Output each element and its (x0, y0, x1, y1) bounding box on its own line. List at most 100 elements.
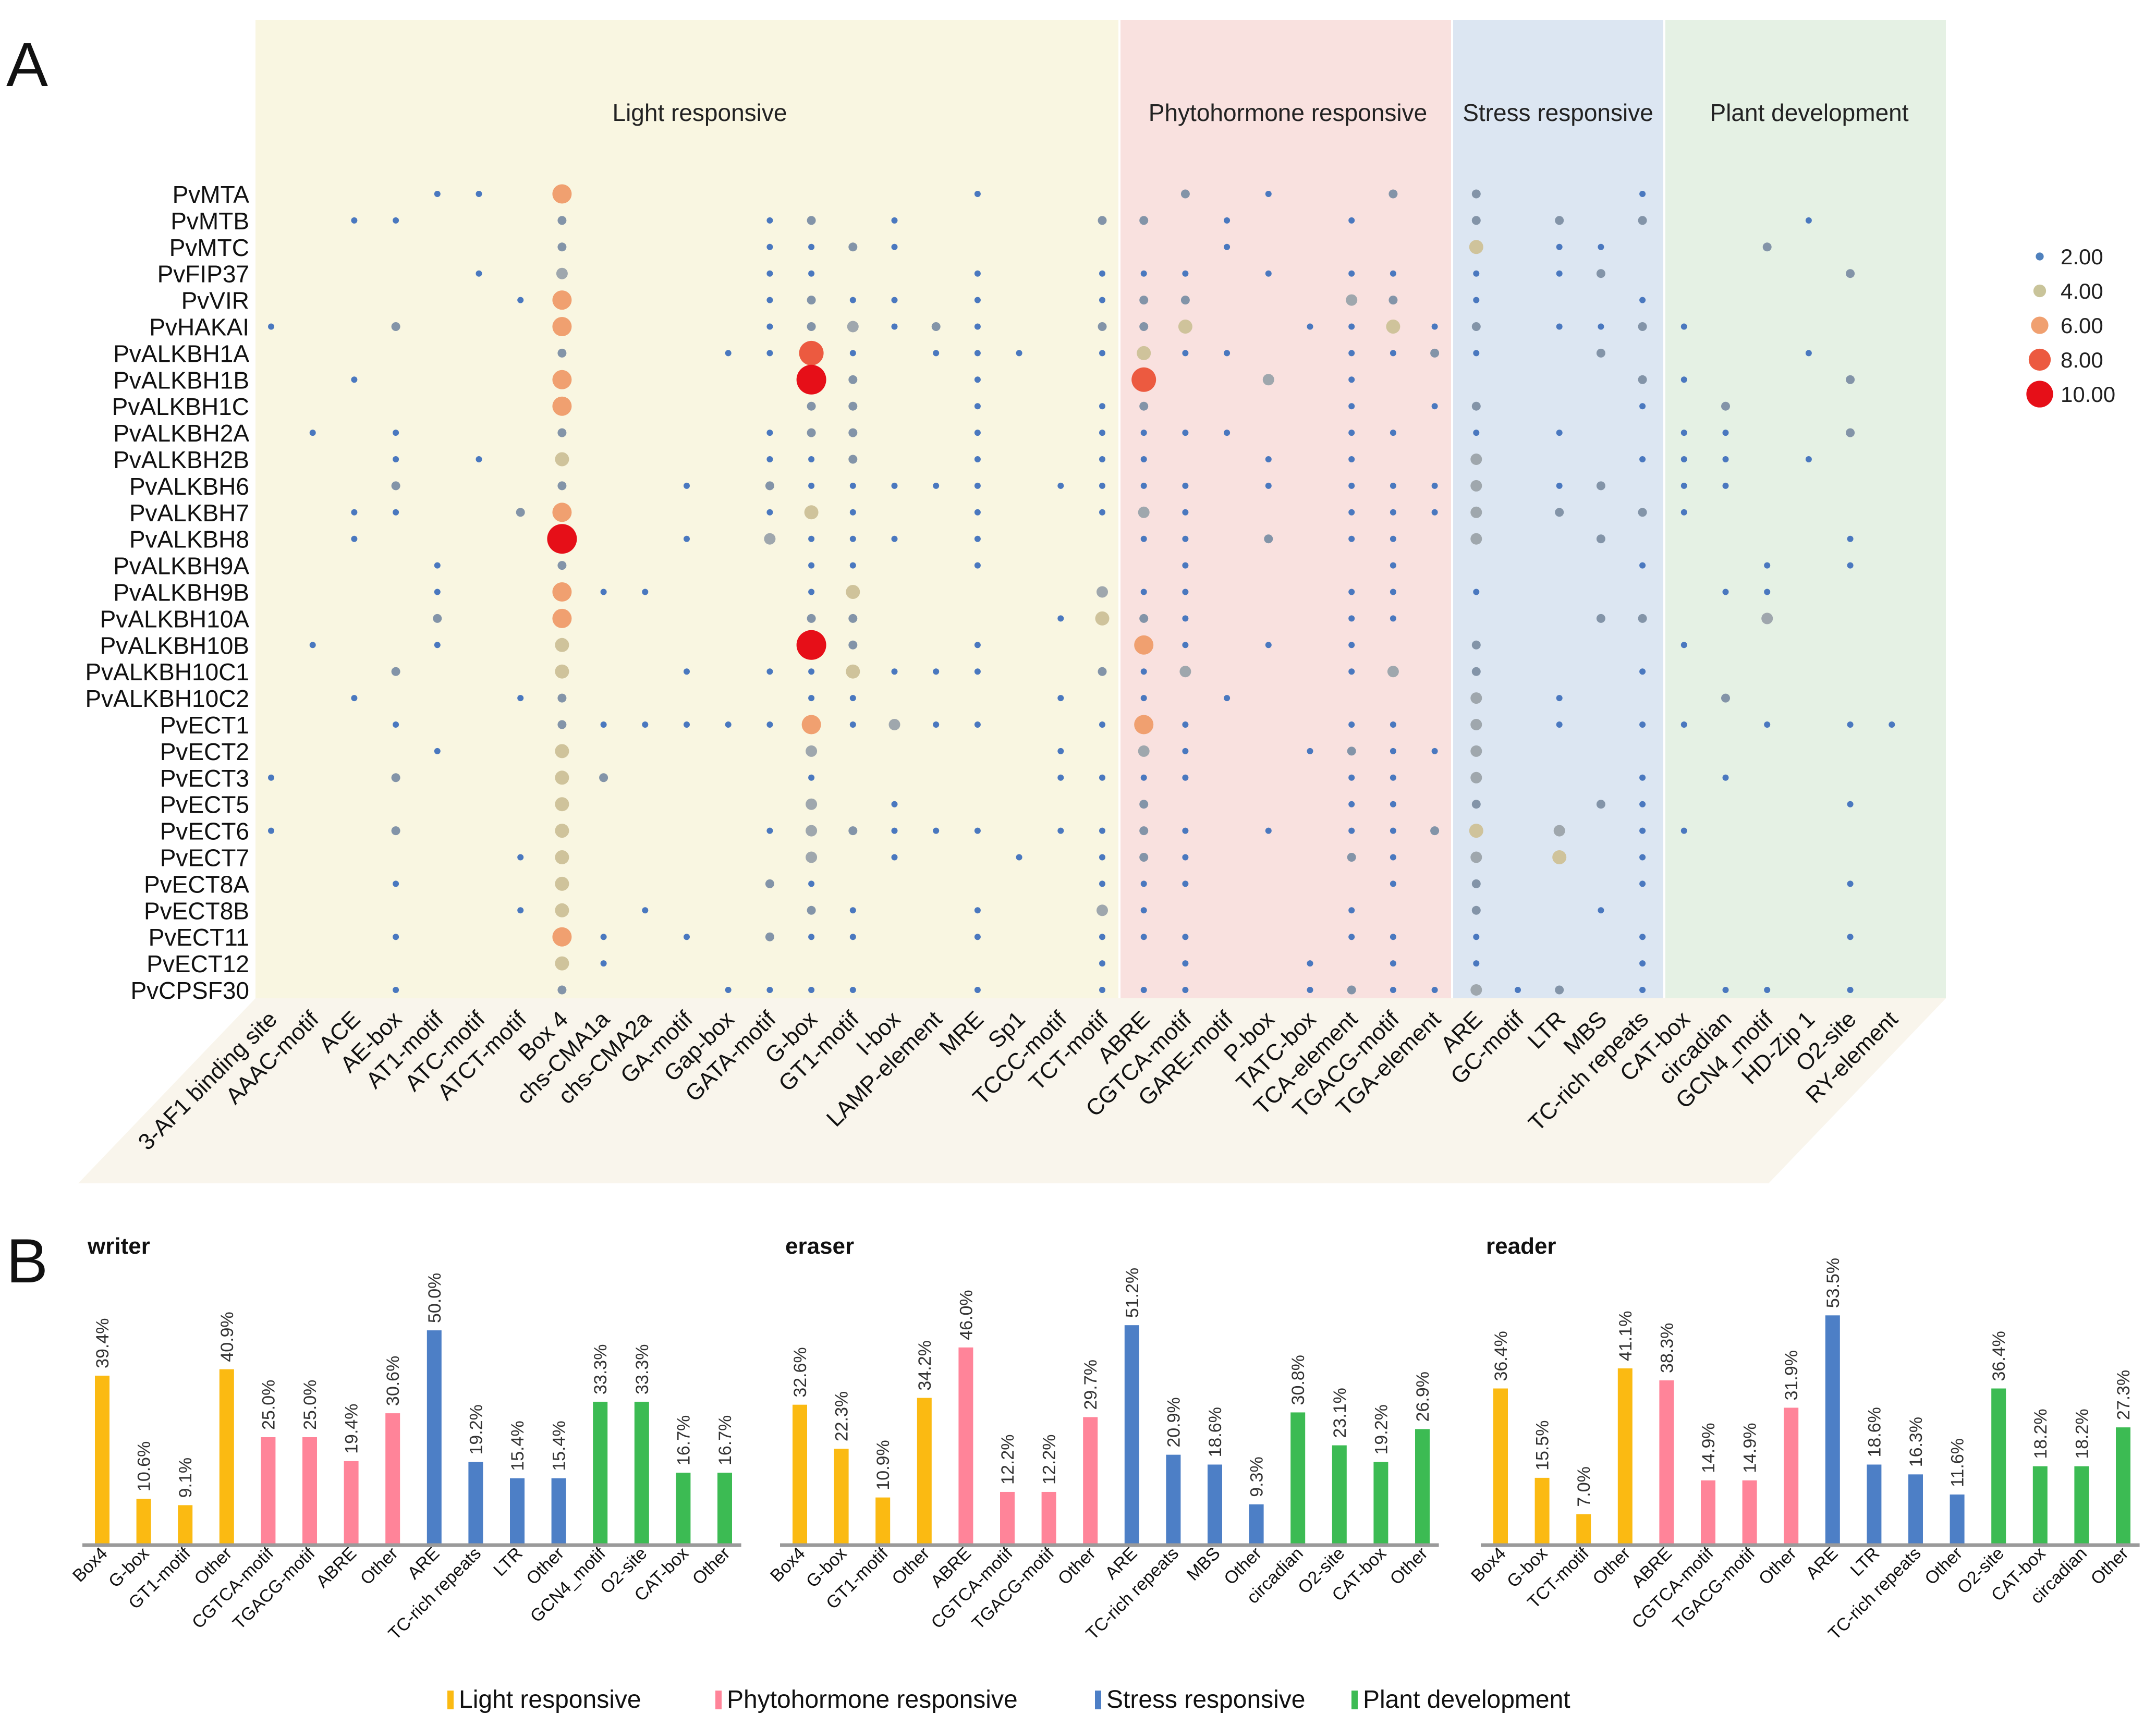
bubble (1471, 401, 1481, 411)
bubble (391, 667, 400, 676)
bubble (555, 744, 569, 758)
bubble (1596, 800, 1605, 809)
gene-label: PvHAKAI (149, 314, 249, 341)
bubble (1556, 721, 1563, 728)
bubble (1638, 322, 1647, 331)
bubble (974, 668, 981, 675)
bubble (933, 721, 940, 728)
bubble (764, 533, 776, 545)
bubble (555, 876, 569, 891)
bar-value-label: 51.2% (1123, 1268, 1142, 1318)
bubble (1099, 880, 1105, 887)
bubble (807, 428, 816, 437)
bubble (555, 956, 569, 971)
bubble (808, 987, 815, 993)
bubble (1139, 800, 1149, 809)
bubble (849, 721, 856, 728)
bubble (1470, 692, 1482, 704)
bubble (1057, 482, 1064, 489)
gene-labels: PvMTAPvMTBPvMTCPvFIP37PvVIRPvHAKAIPvALKB… (86, 181, 250, 1004)
bubble (1386, 320, 1400, 334)
bubble (1348, 430, 1355, 436)
bubble (1847, 880, 1854, 887)
bubble (391, 773, 400, 782)
bubble (766, 297, 773, 303)
bar-value-label: 46.0% (956, 1290, 976, 1340)
bar-category-label: Box4 (766, 1544, 809, 1586)
bubble (1552, 850, 1567, 864)
bar (717, 1473, 732, 1544)
bubble (974, 482, 981, 489)
bubble (891, 217, 898, 224)
bubble (1722, 589, 1729, 595)
bubble (766, 350, 773, 357)
bubble (888, 719, 900, 730)
bubble (393, 217, 399, 224)
bubble (766, 243, 773, 250)
bubble (806, 798, 818, 810)
gene-label: PvECT11 (149, 924, 249, 951)
bubble (1182, 774, 1189, 781)
bubble (766, 456, 773, 462)
bubble (849, 482, 856, 489)
bubble (1348, 323, 1355, 330)
bubble (1057, 748, 1064, 754)
bubble (1099, 960, 1105, 967)
bubble (849, 562, 856, 569)
bar (1701, 1480, 1715, 1544)
bubble (1764, 721, 1771, 728)
bubble (684, 668, 690, 675)
bubble (808, 880, 815, 887)
bubble (1390, 430, 1396, 436)
bubble (1471, 216, 1481, 225)
bubble (1430, 826, 1440, 836)
bubble (796, 364, 826, 395)
bubble (1390, 748, 1396, 754)
bubble (552, 396, 572, 416)
bubble (933, 827, 940, 834)
bubble (1805, 217, 1812, 224)
bubble (1099, 297, 1105, 303)
bubble (1057, 695, 1064, 702)
bubble (974, 509, 981, 516)
bubble (1095, 611, 1110, 626)
bar-value-label: 20.9% (1164, 1397, 1184, 1447)
bar (2074, 1466, 2089, 1544)
bar-category-label: Other (1054, 1544, 1100, 1589)
bubble (1264, 534, 1273, 544)
bar-chart-title: writer (87, 1233, 150, 1259)
bubble (552, 608, 572, 628)
bubble (933, 350, 940, 357)
bubble (1471, 905, 1481, 915)
bar-value-label: 39.4% (93, 1318, 113, 1368)
bubble (1846, 428, 1855, 437)
bubble (557, 481, 567, 491)
bubble (552, 503, 572, 522)
bubble (1224, 695, 1231, 702)
bar-category-label: LTR (1847, 1544, 1884, 1581)
bubble (1140, 430, 1147, 436)
bubble (393, 721, 399, 728)
gene-label: PvALKBH6 (129, 473, 249, 500)
bubble (557, 985, 567, 995)
gene-label: PvALKBH2A (113, 420, 249, 447)
bar (1493, 1388, 1508, 1544)
gene-label: PvMTA (173, 181, 250, 208)
bar-value-label: 32.6% (790, 1347, 810, 1397)
bubble (1099, 430, 1105, 436)
bubble (1596, 348, 1605, 358)
bubble (891, 854, 898, 861)
bubble (1099, 774, 1105, 781)
bubble (807, 216, 816, 225)
bubble (1639, 562, 1646, 569)
bubble (1140, 589, 1147, 595)
bubble (1473, 589, 1480, 595)
bar-value-label: 25.0% (259, 1380, 278, 1430)
bubble (1139, 826, 1149, 836)
bubble (848, 826, 858, 836)
bubble (600, 589, 607, 595)
bubble (684, 934, 690, 940)
bubble (1473, 430, 1480, 436)
bubble (1346, 294, 1358, 306)
bubble (807, 614, 816, 623)
